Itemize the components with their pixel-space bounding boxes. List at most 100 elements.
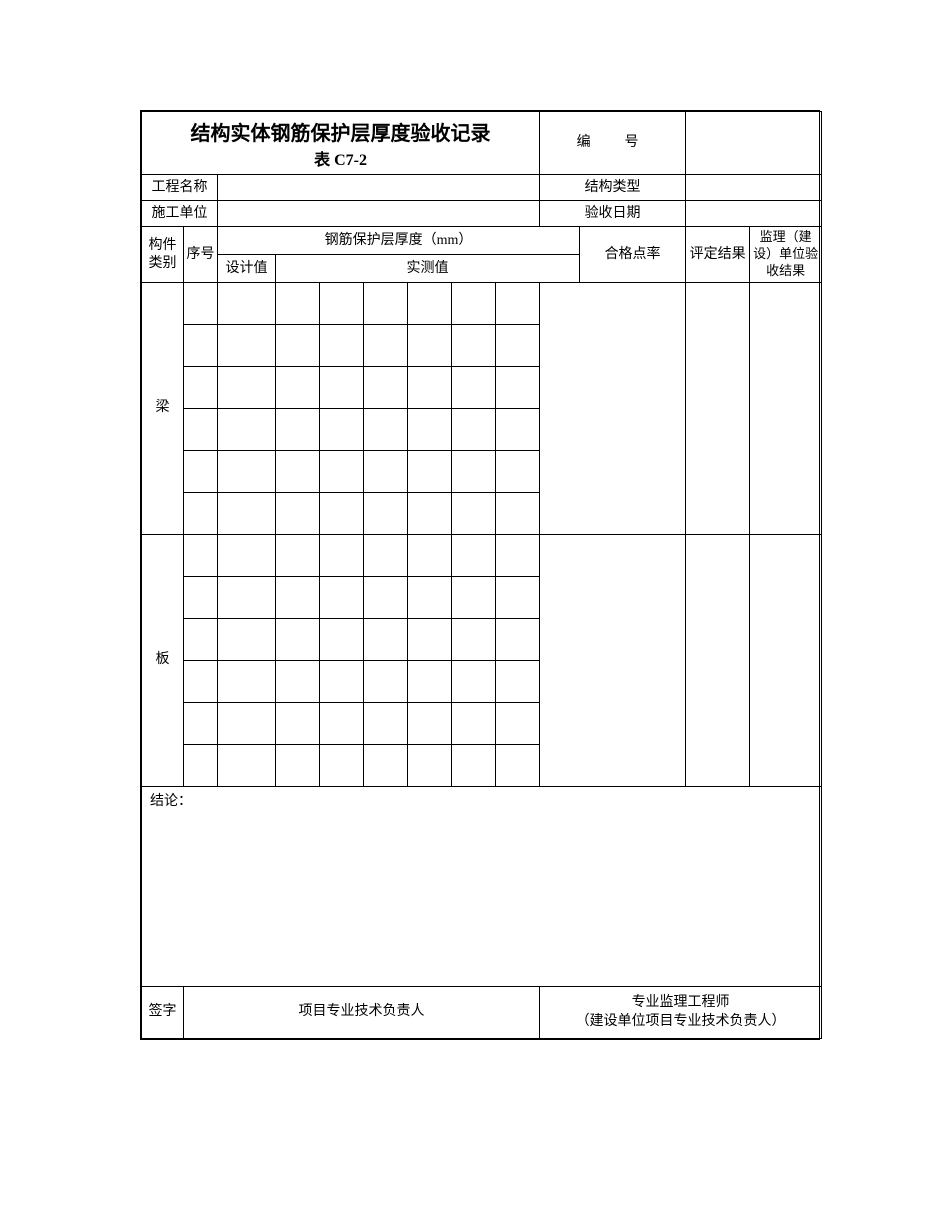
cell [276, 703, 320, 745]
cell [408, 451, 452, 493]
sign-right-line2: （建设单位项目专业技术负责人） [576, 1014, 786, 1029]
cell [320, 451, 364, 493]
cell [452, 283, 496, 325]
cell [184, 325, 218, 367]
cell [364, 619, 408, 661]
cell [320, 283, 364, 325]
cell [184, 283, 218, 325]
cell [218, 619, 276, 661]
cell [364, 409, 408, 451]
cell [218, 493, 276, 535]
cell [496, 283, 540, 325]
cell [276, 577, 320, 619]
cell [218, 661, 276, 703]
cell [320, 619, 364, 661]
info-row-1: 工程名称 结构类型 [142, 175, 822, 201]
cell [218, 367, 276, 409]
form-title: 结构实体钢筋保护层厚度验收记录 [191, 123, 491, 145]
conclusion-label: 结论： [150, 794, 192, 809]
cell [452, 745, 496, 787]
cell [218, 451, 276, 493]
form-title-cell: 结构实体钢筋保护层厚度验收记录 表 C7-2 [142, 112, 540, 175]
cell [364, 325, 408, 367]
cell [184, 493, 218, 535]
cell [184, 451, 218, 493]
cell [408, 619, 452, 661]
cell [452, 493, 496, 535]
cell [218, 745, 276, 787]
cell [218, 283, 276, 325]
cell [408, 283, 452, 325]
cell [320, 493, 364, 535]
pingding-liang [686, 283, 750, 535]
cell [364, 535, 408, 577]
cell [452, 409, 496, 451]
value-construction-unit [218, 201, 540, 227]
form-subtitle: 表 C7-2 [146, 150, 535, 172]
cell [218, 325, 276, 367]
cell [408, 577, 452, 619]
cell [364, 661, 408, 703]
sign-right: 专业监理工程师 （建设单位项目专业技术负责人） [540, 987, 822, 1039]
cell [408, 703, 452, 745]
cell [452, 619, 496, 661]
jianli-liang [750, 283, 822, 535]
cell [364, 745, 408, 787]
col-pingding: 评定结果 [686, 227, 750, 283]
cell [184, 619, 218, 661]
col-header-row-1: 构件类别 序号 钢筋保护层厚度（mm） 合格点率 评定结果 监理（建设）单位验收… [142, 227, 822, 255]
cell [276, 451, 320, 493]
table-row: 板 [142, 535, 822, 577]
label-acceptance-date: 验收日期 [540, 201, 686, 227]
cell [276, 325, 320, 367]
hegedian-ban [540, 535, 686, 787]
signature-row: 签字 项目专业技术负责人 专业监理工程师 （建设单位项目专业技术负责人） [142, 987, 822, 1039]
cell [496, 577, 540, 619]
cell [276, 619, 320, 661]
form-table: 结构实体钢筋保护层厚度验收记录 表 C7-2 编 号 工程名称 结构类型 施工单… [141, 111, 822, 1039]
cell [276, 367, 320, 409]
cell [364, 703, 408, 745]
cell [218, 535, 276, 577]
cell [452, 451, 496, 493]
cell [218, 577, 276, 619]
col-hegedian: 合格点率 [580, 227, 686, 283]
value-acceptance-date [686, 201, 822, 227]
cell [184, 577, 218, 619]
label-construction-unit: 施工单位 [142, 201, 218, 227]
section-ban: 板 [142, 535, 184, 787]
cell [496, 451, 540, 493]
cell [184, 409, 218, 451]
cell [408, 367, 452, 409]
cell [184, 367, 218, 409]
cell [320, 577, 364, 619]
bianhao-value [686, 112, 822, 175]
col-jianli: 监理（建设）单位验收结果 [750, 227, 822, 283]
cell [320, 535, 364, 577]
form-container: 结构实体钢筋保护层厚度验收记录 表 C7-2 编 号 工程名称 结构类型 施工单… [140, 110, 820, 1040]
info-row-2: 施工单位 验收日期 [142, 201, 822, 227]
pingding-ban [686, 535, 750, 787]
cell [364, 451, 408, 493]
cell [496, 619, 540, 661]
cell [452, 661, 496, 703]
cell [184, 535, 218, 577]
cell [496, 661, 540, 703]
sign-label: 签字 [142, 987, 184, 1039]
cell [276, 661, 320, 703]
cell [276, 283, 320, 325]
cell [496, 535, 540, 577]
cell [320, 325, 364, 367]
cell [496, 409, 540, 451]
cell [184, 703, 218, 745]
jianli-ban [750, 535, 822, 787]
cell [408, 409, 452, 451]
cell [276, 409, 320, 451]
cell [320, 409, 364, 451]
cell [408, 325, 452, 367]
cell [496, 325, 540, 367]
cell [408, 661, 452, 703]
conclusion-row: 结论： [142, 787, 822, 987]
table-row: 梁 [142, 283, 822, 325]
cell [364, 577, 408, 619]
